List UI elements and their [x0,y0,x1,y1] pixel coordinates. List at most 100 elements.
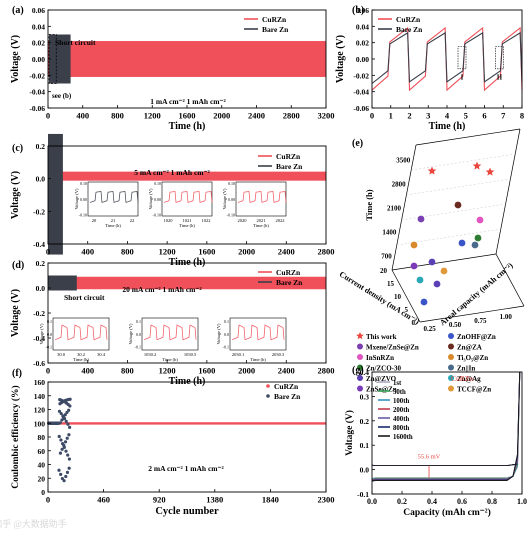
inset-tick: 30.4 [97,352,106,357]
data-band [48,171,326,181]
inset-tick: -0.10 [227,213,235,218]
x-tick-label: 1600 [198,366,215,376]
y-tick-label: 0 [41,488,45,497]
y-axis-label: Voltage (V) [10,171,21,219]
axis-edge [495,128,521,255]
data-point-bare [67,408,71,412]
x-tick-label: 2 [407,111,411,121]
data-point [410,241,418,249]
grid-line [401,203,506,221]
inset-axis-label: Time (h) [73,357,89,362]
inset-axis-label: Voltage (V) [74,188,79,210]
legend-label: This work [366,333,397,341]
x-tick-label: 800 [121,247,134,257]
y-tick-label: -0.06 [353,104,369,113]
data-point-bare [67,466,71,470]
legend-marker [357,385,363,392]
y-tick-label: -0.02 [29,71,45,80]
data-point-bare [65,410,69,415]
x-tick-label: 5 [405,306,409,314]
axis-edge [391,144,417,271]
series-bare-zn [371,31,523,84]
x-axis-label: Time (h) [169,376,206,387]
inset-tick: 1030.2 [144,352,156,357]
x-tick-label: 0.0 [367,497,377,506]
x-tick-label: 800 [121,366,134,376]
legend-label: ZnOHF@Zn [457,333,496,341]
inset-series [54,324,108,341]
y-axis-label: Voltage (V) [344,410,355,456]
legend-marker [266,394,270,398]
inset-tick: -0.1 [223,345,229,350]
data-band [48,275,77,291]
y-tick-label: 0.06 [356,6,369,15]
inset-tick: 0.0 [47,332,52,337]
y-tick-label: 120 [34,406,46,415]
y-tick-label: 0.00 [356,55,369,64]
plot-frame-c [47,145,327,245]
x-tick-label: 0.4 [427,497,437,506]
inset-axis-label: Time (h) [162,357,178,362]
y-tick-label: -0.1 [357,490,369,499]
inset-tick: 21 [111,218,116,223]
y-tick-label: 0.0 [360,466,370,475]
data-point [420,298,428,306]
legend-marker [448,385,454,392]
x-tick-label: 1600 [179,111,196,121]
data-point-bare [68,397,72,401]
x-tick-label: 2000 [213,111,230,121]
series-line [371,463,518,467]
data-band [49,34,71,84]
legend-marker [357,343,363,350]
data-point-bare [57,409,62,413]
x-tick-label: 0 [370,111,374,121]
legend-label: 200th [393,407,409,414]
y-tick-label: 0.04 [32,22,45,31]
inset-tick: 30.0 [57,352,66,357]
x-tick-label: 920 [153,495,166,505]
inset-tick: 0.00 [154,197,161,202]
x-tick-label: 800 [111,111,124,121]
inset-tick: 2030.3 [272,352,285,357]
z-tick-label: 1.00 [500,313,513,321]
data-point-bare [67,457,71,461]
data-point-bare [59,438,63,442]
data-point-bare [58,421,62,425]
inset-axis-label: Time (h) [179,223,195,228]
legend-label: CuRZn [274,382,299,391]
legend-label: CuRZn [276,268,301,277]
legend-marker [448,364,454,371]
inset-tick: 2030.1 [232,352,244,357]
data-point-bare [62,479,66,483]
y-tick-label: 0.2 [36,142,46,151]
data-point-star [485,167,495,176]
x-axis-label: Capacity (mAh cm⁻²) [403,507,491,518]
inset-tick: 1021 [183,218,192,223]
panel-label: (a) [12,5,24,16]
data-point-bare [63,440,68,444]
data-point [433,280,441,288]
x-tick-label: 15 [387,280,395,288]
data-point-bare [59,411,63,416]
y-tick-label: 60 [38,447,46,456]
y-tick-label: 2100 [387,205,402,213]
inset-series [163,191,213,203]
x-tick-label: 2800 [318,247,335,257]
data-point-bare [68,425,72,429]
x-axis-label: Time (h) [169,257,206,268]
inset-tick: 1020 [164,218,174,223]
y-tick-label: 140 [34,392,46,401]
x-tick-label: 0 [46,111,50,121]
panel-label: (e) [352,138,363,149]
legend-label: 800th [393,425,409,432]
legend-marker [266,384,270,388]
axis-edge [415,128,521,146]
inset-axis-label: Voltage (V) [128,323,133,345]
inset-series [231,324,285,341]
legend-label: ZnSe@Zn [366,386,397,394]
annotation: Short circuit [55,38,96,47]
series-curzn [48,422,326,425]
data-point-bare [60,447,64,451]
inset-tick: 0.10 [80,181,87,186]
x-tick-label: 6 [482,111,486,121]
